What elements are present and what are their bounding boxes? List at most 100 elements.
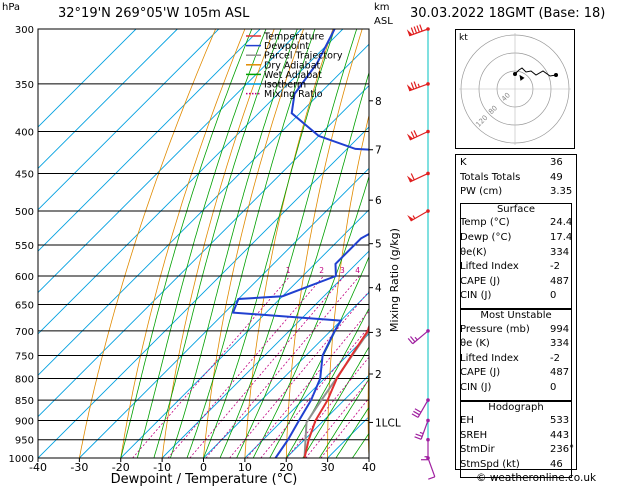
wind-barb-half-feather	[414, 336, 418, 341]
index-row: CAPE (J) 487	[456, 367, 576, 381]
index-label: Temp (°C)	[460, 217, 510, 229]
pressure-tick-label: 700	[15, 327, 34, 338]
index-value: 49	[550, 171, 563, 183]
index-section-title: Most Unstable	[480, 310, 552, 321]
index-label: θe (K)	[460, 338, 490, 350]
legend-entry: Wet Adiabat	[264, 70, 322, 81]
hodograph-trace-line	[514, 67, 557, 77]
index-section-box	[460, 202, 572, 309]
wind-barb-staff	[409, 172, 429, 183]
x-tick-label: -40	[29, 461, 47, 474]
wind-barb-feather	[428, 476, 436, 480]
x-tick-label: 30	[321, 461, 335, 474]
km-unit-label: km	[374, 2, 390, 13]
wind-profile	[406, 24, 436, 480]
wind-barb-staff	[409, 130, 429, 141]
dry-adiabat-line	[587, 29, 618, 458]
pressure-tick-label: 950	[15, 436, 34, 447]
index-row: K 36	[456, 157, 576, 171]
wind-level-dot	[426, 437, 430, 442]
wind-barb-feather	[413, 81, 418, 89]
x-tick-label: -30	[70, 461, 88, 474]
mixing-ratio-tick-label: 6	[377, 266, 382, 275]
index-value: 487	[550, 367, 570, 379]
index-row: Dewp (°C) 17.4	[456, 232, 576, 246]
height-tick-label: 1LCL	[375, 417, 401, 429]
wind-level-dot	[426, 329, 430, 333]
height-tick-label: 3	[375, 327, 382, 339]
legend-entry: Dry Adiabat	[264, 60, 321, 71]
wind-level-dot	[426, 418, 430, 423]
index-label: PW (cm)	[460, 186, 503, 198]
isotherm-line	[161, 250, 369, 458]
isotherm-line	[38, 29, 220, 211]
pressure-tick-label: 800	[15, 374, 34, 385]
wind-barb-pennant	[406, 84, 413, 91]
hodograph-ring-label: 80	[487, 104, 499, 116]
index-value: 0	[550, 290, 557, 302]
wind-barb-half-feather	[417, 83, 420, 88]
wind-barb-feather	[407, 338, 414, 345]
index-value: 3.35	[550, 186, 573, 198]
index-label: Pressure (mb)	[460, 323, 530, 335]
wet-adiabat-line	[302, 346, 369, 458]
wind-barb-feather	[413, 26, 418, 34]
index-label: StmDir	[460, 444, 495, 456]
asl-unit-label: ASL	[374, 16, 393, 27]
dry-adiabat-line	[620, 29, 629, 458]
index-value: 443	[550, 429, 570, 441]
index-section-title: Hodograph	[488, 401, 544, 413]
wind-barb-pennant	[407, 214, 414, 222]
axes: 3003504004505005506006507007508008509009…	[9, 25, 401, 474]
parcel-trajectory-line	[303, 329, 369, 458]
wind-level-dot	[426, 171, 430, 176]
wind-barb-feather	[410, 131, 415, 139]
index-label: EH	[460, 415, 474, 427]
index-value: 334	[550, 246, 570, 258]
isotherm-line	[38, 29, 302, 294]
legend-entry: Isotherm	[264, 80, 306, 91]
pressure-tick-label: 450	[15, 169, 34, 180]
wind-level-dot	[426, 456, 430, 460]
isotherm-line	[38, 29, 344, 335]
wet-adiabat-line	[153, 29, 282, 458]
pressure-tick-label: 350	[15, 80, 34, 91]
index-row: CAPE (J) 487	[456, 276, 576, 290]
index-label: Totals Totals	[460, 171, 521, 183]
index-label: Lifted Index	[460, 352, 519, 364]
pressure-tick-label: 500	[15, 207, 34, 218]
dry-adiabat-line	[367, 353, 369, 458]
pressure-tick-label: 850	[15, 396, 34, 407]
index-label: SREH	[460, 429, 488, 441]
wind-barb-feather	[410, 27, 415, 35]
hodograph-ring-label: 40	[500, 91, 512, 103]
index-row: StmDir 236°	[456, 444, 576, 458]
height-tick-label: 5	[375, 239, 382, 251]
index-row: Pressure (mb) 994	[456, 324, 576, 338]
index-row: Lifted Index -2	[456, 353, 576, 367]
wind-barb-pennant	[406, 175, 414, 182]
index-row: PW (cm) 3.35	[456, 186, 576, 200]
mixing-ratio-tick-label: 3	[340, 266, 345, 275]
pressure-tick-label: 600	[15, 272, 34, 283]
wind-barb-staff	[412, 330, 429, 345]
index-label: Lifted Index	[460, 261, 519, 273]
mixing-ratio-tick-label: 2	[319, 266, 324, 275]
wind-barb-half-feather	[419, 431, 424, 435]
legend-entry: Mixing Ratio	[264, 89, 323, 100]
wind-level-dot	[426, 27, 430, 31]
index-value: 46	[550, 459, 563, 470]
mixing-ratio-line	[132, 275, 291, 458]
mixing-ratio-line	[286, 356, 369, 458]
wind-barb-pennant	[406, 29, 413, 36]
x-tick-label: -10	[153, 461, 171, 474]
index-row: θe (K) 334	[456, 338, 576, 352]
index-value: 334	[550, 338, 570, 350]
wind-barb-staff	[420, 420, 429, 440]
dewpoint-line	[231, 29, 369, 458]
index-row: Temp (°C) 24.4	[456, 217, 576, 231]
legend-entry: Parcel Trajectory	[264, 51, 343, 62]
x-tick-label: -20	[112, 461, 130, 474]
wind-barb-feather	[411, 413, 419, 418]
